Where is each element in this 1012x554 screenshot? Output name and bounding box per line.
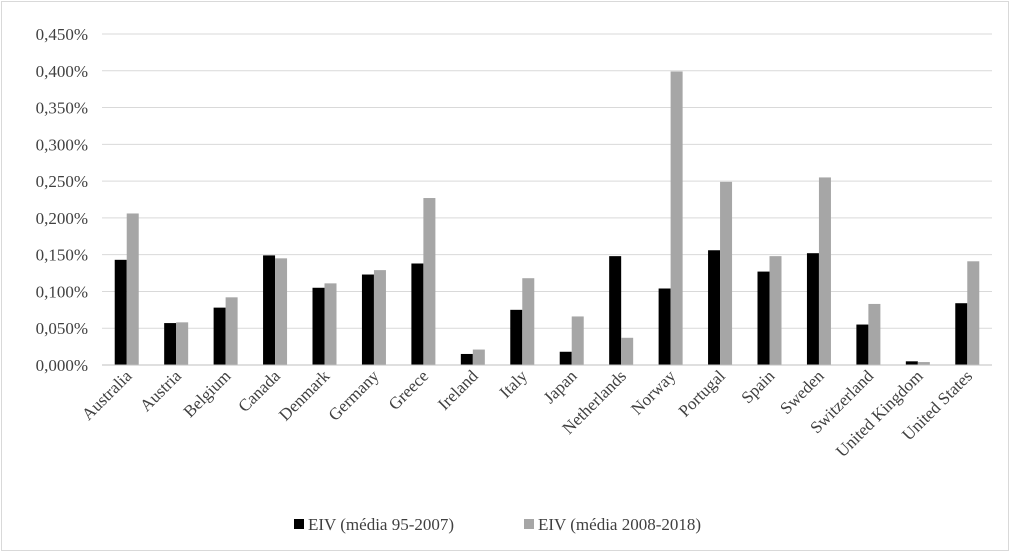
bar-series-1 (757, 271, 770, 365)
x-category-label: Austria (136, 366, 185, 415)
bar-series-2 (818, 177, 831, 365)
x-category-label: Ireland (434, 366, 482, 414)
x-category-label: Spain (738, 366, 779, 407)
bar-series-1 (609, 256, 622, 365)
bar-series-1 (411, 263, 424, 365)
bar-series-2 (275, 258, 288, 365)
legend-swatch-series-2 (524, 519, 534, 529)
bar-series-2 (720, 181, 733, 365)
y-tick-label: 0,250% (36, 172, 88, 191)
legend-label-series-1: EIV (média 95-2007) (308, 515, 454, 534)
bar-series-1 (114, 259, 127, 365)
y-tick-label: 0,300% (36, 135, 88, 154)
y-tick-label: 0,100% (36, 282, 88, 301)
bar-series-2 (324, 283, 337, 365)
y-tick-label: 0,200% (36, 209, 88, 228)
bar-series-2 (176, 322, 189, 365)
bar-series-2 (423, 198, 436, 365)
y-axis-tick-labels: 0,000% 0,050% 0,100% 0,150% 0,200% 0,250% 0,30… (36, 25, 88, 375)
bar-series-1 (460, 353, 473, 365)
bar-series-2 (522, 278, 535, 365)
gridlines (102, 33, 992, 329)
y-tick-label: 0,450% (36, 25, 88, 44)
y-tick-label: 0,050% (36, 319, 88, 338)
bar-series-1 (905, 361, 918, 365)
x-category-label: Japan (540, 366, 581, 407)
bar-series-2 (917, 362, 930, 365)
legend-swatch-series-1 (294, 519, 304, 529)
bar-series-1 (658, 288, 671, 365)
bar-series-1 (263, 255, 276, 365)
bar-series-2 (868, 303, 881, 365)
x-category-label: Denmark (275, 366, 334, 425)
bar-series-2 (571, 316, 584, 365)
bar-series-2 (967, 261, 980, 365)
bars (114, 71, 980, 365)
x-category-label: Germany (325, 366, 384, 425)
bar-series-1 (361, 274, 374, 365)
y-tick-label: 0,350% (36, 99, 88, 118)
bar-series-1 (213, 307, 226, 365)
bar-series-2 (126, 213, 139, 365)
x-category-label: Belgium (180, 366, 235, 421)
bar-series-2 (373, 270, 386, 365)
x-category-label: Greece (385, 366, 432, 413)
bar-series-1 (559, 351, 572, 365)
bar-series-2 (472, 349, 485, 365)
bar-series-1 (164, 323, 177, 365)
bar-series-1 (510, 309, 523, 365)
y-tick-label: 0,000% (36, 356, 88, 375)
legend-label-series-2: EIV (média 2008-2018) (538, 515, 701, 534)
bar-series-1 (312, 287, 325, 365)
y-tick-label: 0,400% (36, 62, 88, 81)
bar-series-1 (806, 253, 819, 365)
x-category-label: Italy (496, 366, 532, 402)
x-category-label: Norway (627, 366, 680, 419)
x-category-label: Portugal (675, 366, 729, 420)
bar-series-2 (621, 337, 634, 365)
bar-series-2 (769, 256, 782, 365)
bar-series-2 (225, 297, 238, 365)
bar-series-1 (708, 250, 721, 365)
x-category-label: United Kingdom (832, 366, 927, 461)
legend: EIV (média 95-2007) EIV (média 2008-2018… (294, 515, 701, 534)
y-tick-label: 0,150% (36, 246, 88, 265)
bar-series-2 (670, 71, 683, 365)
bar-series-1 (856, 324, 869, 365)
bar-series-1 (955, 303, 968, 365)
